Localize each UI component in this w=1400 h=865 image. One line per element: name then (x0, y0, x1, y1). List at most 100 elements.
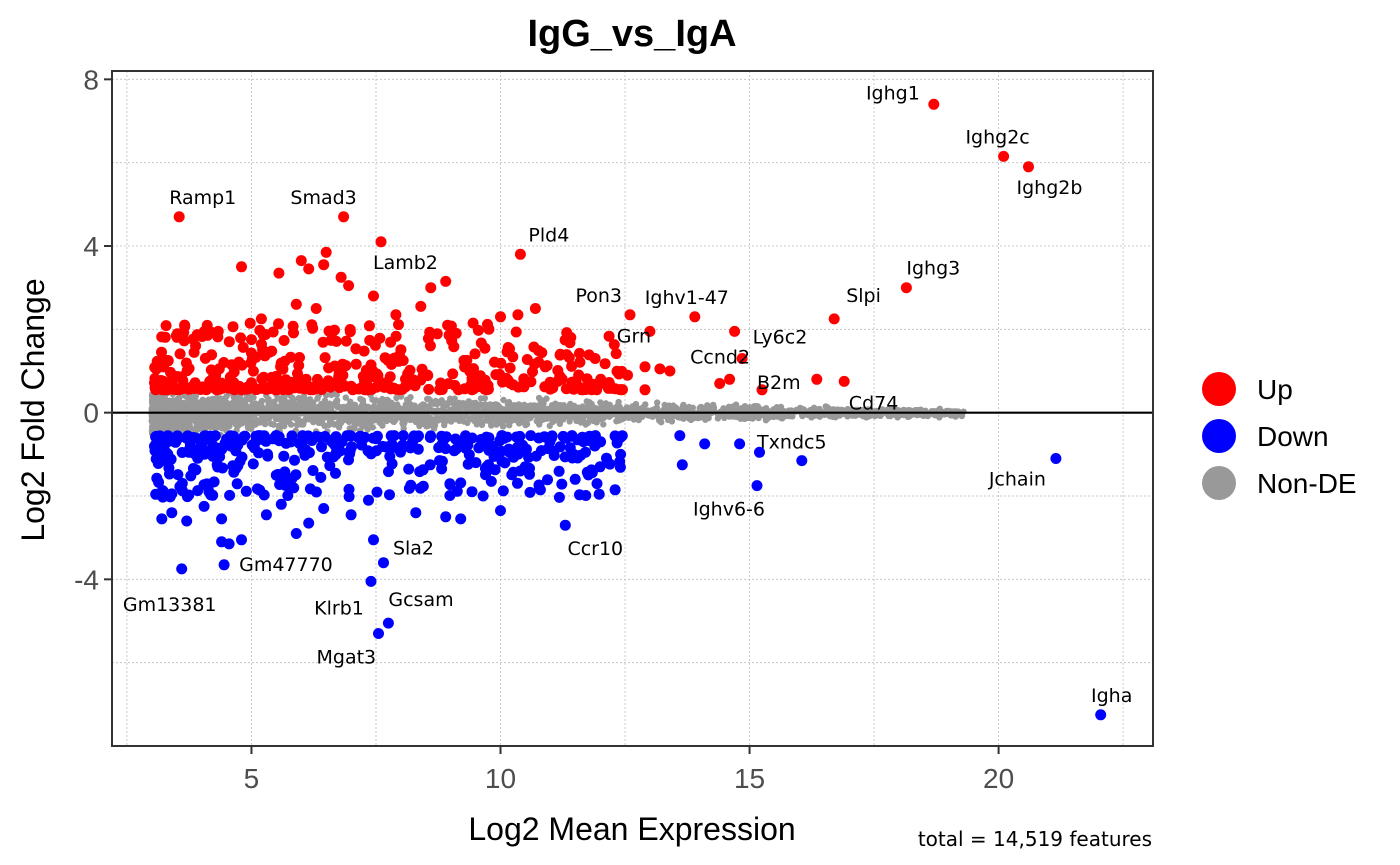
non-de-point (769, 413, 777, 420)
down-point (475, 439, 487, 451)
down-point (181, 515, 193, 527)
up-point (347, 384, 359, 396)
non-de-point (473, 421, 480, 428)
up-point (379, 352, 391, 364)
non-de-point (150, 405, 158, 413)
non-de-point (155, 424, 162, 431)
non-de-point (500, 423, 507, 430)
gene-label: Smad3 (290, 187, 356, 209)
x-tick-label: 15 (734, 763, 765, 794)
down-point (202, 433, 214, 445)
up-point (340, 335, 352, 347)
up-point (257, 381, 269, 393)
down-point (324, 460, 336, 472)
down-point (612, 433, 624, 444)
chart-title: IgG_vs_IgA (527, 13, 736, 55)
up-point (479, 342, 491, 354)
up-point (574, 347, 585, 359)
down-point (384, 450, 396, 462)
down-point (508, 451, 520, 463)
up-point (371, 381, 382, 393)
non-de-point (702, 416, 709, 423)
non-de-point (191, 397, 198, 404)
down-point (205, 489, 217, 501)
up-point (273, 318, 284, 330)
up-point (160, 320, 172, 332)
down-point (359, 431, 371, 443)
up-point (160, 382, 171, 394)
non-de-point (590, 404, 597, 411)
non-de-point (332, 421, 340, 428)
gene-label: Slpi (846, 285, 881, 307)
up-point (247, 365, 259, 377)
up-point (544, 383, 556, 395)
down-point (609, 484, 621, 496)
non-de-point (426, 396, 433, 404)
up-point (228, 382, 240, 394)
non-de-point (342, 394, 349, 401)
up-point (303, 263, 315, 275)
non-de-point (171, 405, 178, 412)
non-de-point (427, 420, 435, 427)
up-point (525, 376, 537, 388)
non-de-point (696, 405, 703, 412)
down-point (218, 559, 230, 571)
non-de-point (306, 396, 314, 403)
up-point (246, 334, 257, 346)
axis-ticks: 5 10 15 20 8 4 0 -4 (74, 64, 1014, 794)
non-de-point (196, 403, 203, 410)
up-point (385, 336, 397, 348)
up-point (536, 347, 548, 359)
down-point (542, 474, 553, 486)
up-point (188, 346, 200, 358)
non-de-point (187, 406, 194, 413)
up-point (329, 324, 340, 336)
up-point (350, 358, 362, 370)
down-point (362, 445, 374, 457)
up-point (340, 360, 352, 372)
down-point (553, 465, 565, 477)
non-de-point (399, 406, 406, 413)
gene-label: Ighv1-47 (645, 287, 729, 309)
non-de-point (179, 419, 186, 426)
up-point (202, 329, 214, 341)
y-tick-label: 8 (83, 64, 99, 95)
down-point (318, 503, 330, 514)
non-de-point (519, 417, 527, 425)
down-point (176, 477, 188, 489)
up-point (563, 352, 575, 363)
non-de-point (405, 398, 412, 406)
down-point (286, 430, 298, 442)
down-point (403, 463, 415, 475)
up-point (310, 303, 322, 314)
non-de-point (261, 420, 269, 428)
non-de-point (414, 419, 422, 426)
up-point (644, 325, 656, 337)
non-de-point (606, 401, 613, 408)
non-de-point (958, 412, 966, 420)
gene-label: Ramp1 (169, 187, 236, 209)
down-point (510, 431, 522, 443)
gene-label: Ccnd2 (690, 347, 750, 369)
up-point (214, 382, 226, 394)
non-de-point (281, 419, 288, 427)
non-de-point (397, 414, 405, 422)
non-de-point (670, 402, 677, 409)
up-point (595, 378, 607, 389)
up-point (603, 330, 615, 342)
up-point (325, 334, 337, 346)
up-point (828, 313, 840, 325)
up-point (838, 375, 850, 387)
down-point (388, 430, 400, 442)
up-point (287, 320, 299, 332)
non-de-point (286, 415, 294, 422)
down-point (548, 450, 560, 461)
up-point (260, 329, 271, 340)
up-point (756, 384, 768, 396)
non-de-point (246, 412, 254, 419)
down-point (204, 446, 216, 458)
non-de-point (410, 404, 417, 412)
non-de-point (351, 423, 358, 430)
down-point (455, 477, 467, 489)
down-point (593, 488, 605, 500)
